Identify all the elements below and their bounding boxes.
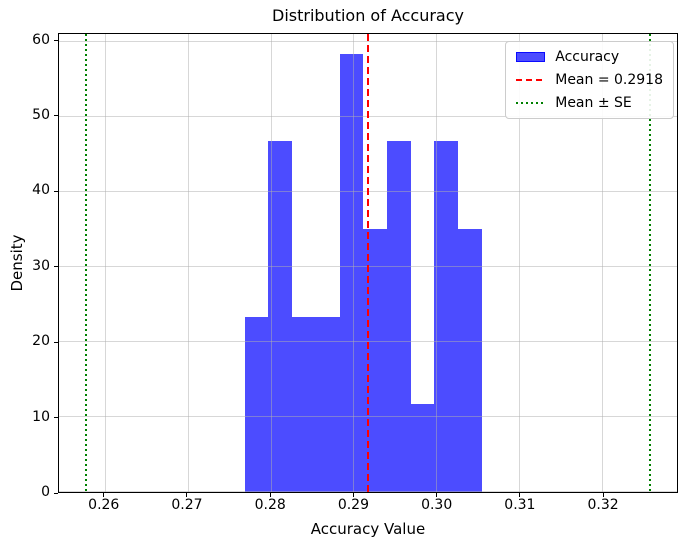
- x-axis-label: Accuracy Value: [310, 520, 426, 538]
- x-tick-label: 0.29: [337, 497, 369, 513]
- x-tick: [602, 493, 604, 497]
- histogram-bar: [386, 141, 411, 492]
- mean-line: [367, 34, 370, 492]
- y-tick-label: 10: [32, 408, 50, 425]
- se-lower-line: [85, 34, 88, 492]
- x-tick-label: 0.30: [421, 497, 453, 513]
- x-tick-label: 0.28: [254, 497, 286, 513]
- legend-mean-line-swatch: [516, 79, 546, 81]
- y-tick-label: 40: [32, 182, 50, 199]
- y-tick: [54, 341, 58, 343]
- y-tick-label: 50: [32, 106, 50, 123]
- gridline-x: [104, 34, 106, 492]
- histogram-bar: [457, 229, 482, 492]
- y-tick: [54, 190, 58, 192]
- legend-entry-accuracy: Accuracy: [516, 49, 663, 65]
- x-tick: [352, 493, 354, 497]
- legend-entry-se: Mean ± SE: [516, 95, 663, 111]
- histogram-bar: [292, 316, 316, 492]
- se-upper-line: [649, 34, 652, 492]
- x-tick: [436, 493, 438, 497]
- x-tick: [519, 493, 521, 497]
- legend: Accuracy Mean = 0.2918 Mean ± SE: [505, 41, 674, 119]
- gridline-x: [353, 34, 355, 492]
- legend-accuracy-swatch: [516, 52, 546, 62]
- gridline-x: [602, 34, 604, 492]
- x-tick-label: 0.32: [587, 497, 619, 513]
- x-tick-label: 0.27: [171, 497, 203, 513]
- histogram-bar: [410, 404, 435, 492]
- histogram-bar: [244, 316, 269, 492]
- chart-title: Distribution of Accuracy: [272, 6, 464, 25]
- y-tick: [54, 40, 58, 42]
- legend-se-label: Mean ± SE: [555, 95, 632, 111]
- gridline-x: [270, 34, 272, 492]
- y-tick-label: 60: [32, 31, 50, 48]
- x-tick: [103, 493, 105, 497]
- plot-area: Accuracy Mean = 0.2918 Mean ± SE: [58, 33, 678, 493]
- y-tick-label: 20: [32, 333, 50, 350]
- histogram-bar: [268, 141, 293, 492]
- y-tick: [54, 266, 58, 268]
- y-tick-label: 0: [41, 484, 50, 500]
- histogram-bar: [315, 316, 340, 492]
- histogram-bar: [434, 141, 458, 492]
- legend-se-line-swatch: [516, 102, 546, 104]
- gridline-x: [436, 34, 438, 492]
- reference-lines-layer: [59, 34, 677, 492]
- y-tick-label: 30: [32, 257, 50, 274]
- gridline-x: [187, 34, 189, 492]
- histogram-bar: [339, 53, 364, 492]
- x-tick-label: 0.26: [88, 497, 120, 513]
- x-tick: [269, 493, 271, 497]
- legend-accuracy-label: Accuracy: [555, 49, 620, 65]
- x-tick: [186, 493, 188, 497]
- y-tick: [54, 115, 58, 117]
- y-axis-label: Density: [8, 234, 26, 292]
- legend-entry-mean: Mean = 0.2918: [516, 72, 663, 88]
- y-tick: [54, 417, 58, 419]
- x-tick-label: 0.31: [504, 497, 536, 513]
- gridline-x: [519, 34, 521, 492]
- histogram-bars-layer: [59, 34, 677, 492]
- legend-mean-label: Mean = 0.2918: [555, 72, 663, 88]
- y-tick: [54, 492, 58, 494]
